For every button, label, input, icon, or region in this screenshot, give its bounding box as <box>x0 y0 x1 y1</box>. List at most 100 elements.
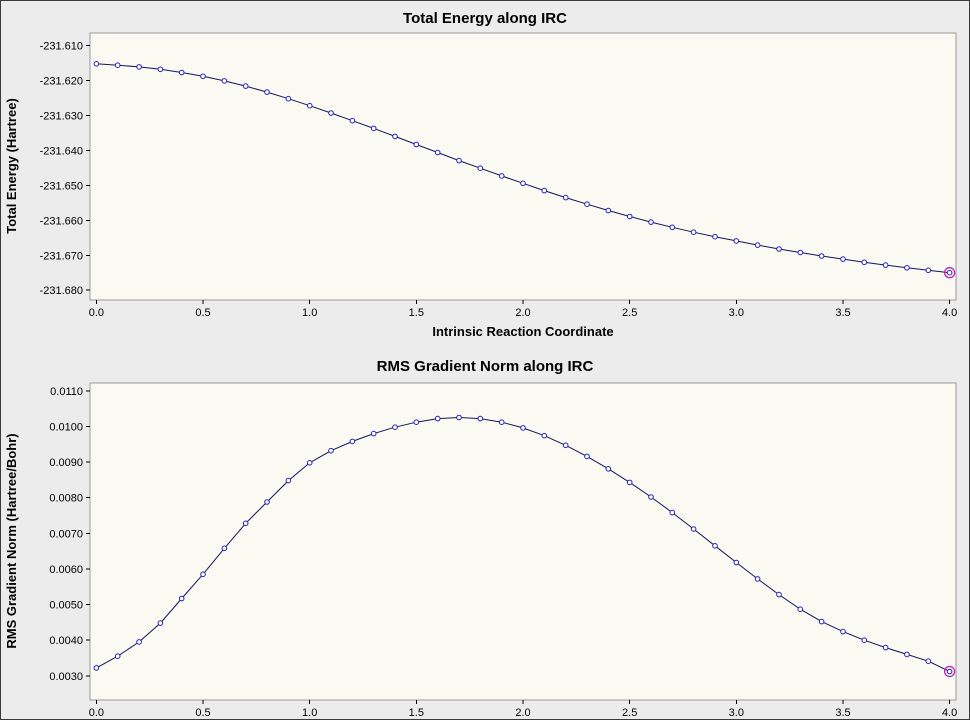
data-point[interactable] <box>434 415 441 422</box>
data-point[interactable] <box>669 509 676 516</box>
data-point[interactable] <box>370 430 377 437</box>
data-point[interactable] <box>392 424 398 430</box>
y-tick-label: 0.0110 <box>50 386 83 398</box>
x-tick-label: 3.5 <box>835 307 850 319</box>
data-point[interactable] <box>776 246 782 252</box>
data-point[interactable] <box>114 653 121 660</box>
data-point[interactable] <box>114 62 121 68</box>
data-point[interactable] <box>882 262 889 268</box>
data-point[interactable] <box>648 219 654 225</box>
data-point[interactable] <box>541 432 548 439</box>
data-point[interactable] <box>712 233 718 240</box>
data-point[interactable] <box>754 576 761 582</box>
data-point[interactable] <box>626 479 633 486</box>
data-point[interactable] <box>477 165 484 171</box>
x-tick-label: 2.5 <box>622 707 637 719</box>
data-point[interactable] <box>93 665 100 671</box>
data-point[interactable] <box>520 425 526 431</box>
data-point[interactable] <box>818 253 825 259</box>
data-point[interactable] <box>93 61 100 67</box>
data-point[interactable] <box>712 543 718 549</box>
data-point[interactable] <box>946 668 953 675</box>
data-point[interactable] <box>904 265 910 271</box>
data-point[interactable] <box>349 438 356 445</box>
x-tick-label: 4.0 <box>942 307 957 319</box>
data-point[interactable] <box>754 242 761 248</box>
y-tick-label: 0.0090 <box>49 457 83 469</box>
data-point[interactable] <box>818 618 825 625</box>
data-point[interactable] <box>797 606 804 613</box>
data-point[interactable] <box>242 520 249 527</box>
data-point[interactable] <box>285 477 292 484</box>
data-point[interactable] <box>157 66 164 73</box>
data-point[interactable] <box>221 545 228 552</box>
data-point[interactable] <box>605 466 612 472</box>
x-tick-label: 2.5 <box>622 307 637 319</box>
data-point[interactable] <box>328 110 334 116</box>
data-point[interactable] <box>733 238 740 244</box>
selected-point-ring <box>943 267 956 279</box>
data-point[interactable] <box>349 117 356 124</box>
data-point[interactable] <box>733 559 740 566</box>
data-point[interactable] <box>285 95 292 102</box>
data-point[interactable] <box>669 224 676 231</box>
plot-area <box>89 32 957 301</box>
data-point[interactable] <box>370 125 377 132</box>
data-point[interactable] <box>520 180 526 187</box>
data-point[interactable] <box>861 637 868 644</box>
data-point[interactable] <box>221 78 228 84</box>
data-point[interactable] <box>242 83 249 89</box>
data-point[interactable] <box>178 69 185 76</box>
data-point[interactable] <box>797 249 804 256</box>
data-point[interactable] <box>776 591 782 598</box>
data-point[interactable] <box>157 620 164 626</box>
data-point[interactable] <box>541 187 548 194</box>
data-point[interactable] <box>562 194 569 201</box>
data-point[interactable] <box>413 141 420 148</box>
data-point[interactable] <box>498 419 505 425</box>
data-point[interactable] <box>904 651 910 658</box>
data-point[interactable] <box>690 229 697 235</box>
data-point[interactable] <box>648 494 654 500</box>
data-point[interactable] <box>413 419 420 425</box>
data-point[interactable] <box>178 595 185 602</box>
gradient-plot-layer: 0.0 0.5 1.0 1.5 2.0 2.5 3.0 3.5 4.0 0.0110 0.0100 0… <box>49 382 957 719</box>
data-point[interactable] <box>200 571 206 578</box>
energy-plot-layer: 0.0 0.5 1.0 1.5 2.0 2.5 3.0 3.5 4.0 -231.610 -231.… <box>40 32 957 319</box>
data-point[interactable] <box>605 207 612 214</box>
data-point[interactable] <box>562 442 569 449</box>
data-point[interactable] <box>861 259 868 266</box>
data-point[interactable] <box>306 102 313 109</box>
data-point[interactable] <box>882 644 889 651</box>
data-point[interactable] <box>840 628 846 635</box>
data-point[interactable] <box>306 460 313 466</box>
data-point[interactable] <box>840 256 846 262</box>
data-point[interactable] <box>584 453 590 460</box>
data-point[interactable] <box>690 526 697 532</box>
data-point[interactable] <box>584 201 590 207</box>
gradient-chart-title: RMS Gradient Norm along IRC <box>377 358 594 375</box>
data-point[interactable] <box>925 658 932 665</box>
data-point[interactable] <box>136 639 142 645</box>
data-point[interactable] <box>434 149 441 156</box>
data-point[interactable] <box>456 414 462 421</box>
plot-area <box>89 382 957 701</box>
data-point[interactable] <box>200 73 206 80</box>
data-point[interactable] <box>264 89 270 95</box>
x-tick-label: 0.0 <box>89 707 104 719</box>
data-point[interactable] <box>498 173 505 179</box>
data-point[interactable] <box>946 269 953 276</box>
data-point[interactable] <box>328 447 334 454</box>
y-tick-label: -231.610 <box>40 41 83 53</box>
y-tick-label: 0.0060 <box>49 564 83 576</box>
data-point[interactable] <box>626 213 633 220</box>
data-point[interactable] <box>925 267 932 274</box>
y-tick-label: 0.0050 <box>49 600 83 612</box>
y-tick-label: 0.0030 <box>49 671 83 683</box>
data-point[interactable] <box>456 157 462 164</box>
data-point[interactable] <box>392 133 398 140</box>
data-point[interactable] <box>264 499 270 505</box>
data-point[interactable] <box>136 64 142 70</box>
x-tick-label: 0.5 <box>195 307 210 319</box>
data-point[interactable] <box>477 415 484 422</box>
